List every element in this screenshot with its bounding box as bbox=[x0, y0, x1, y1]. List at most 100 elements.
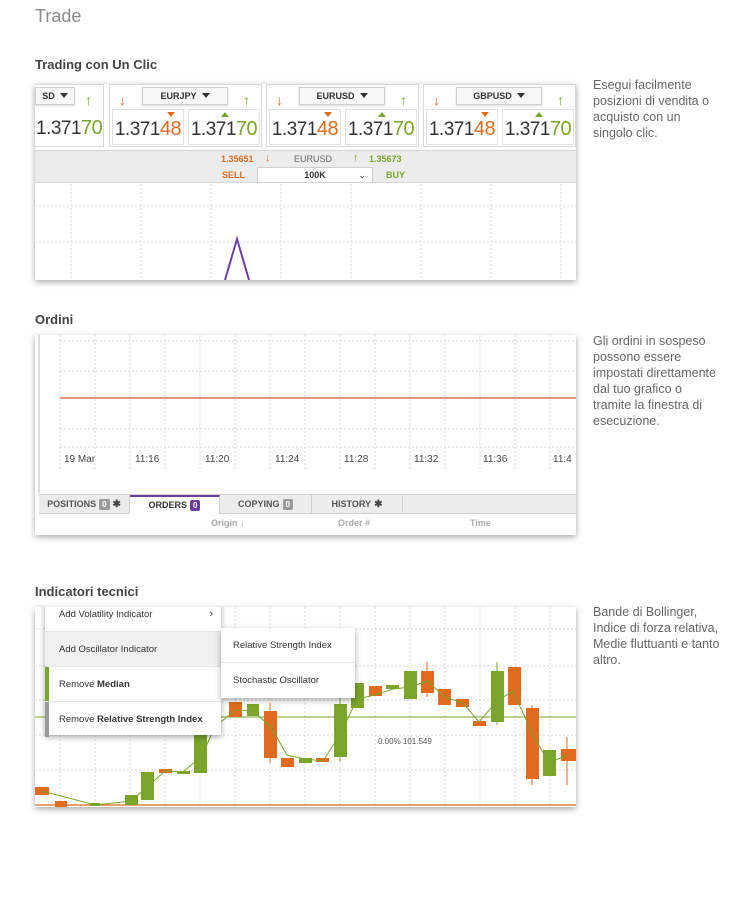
buy-arrow-icon: ↑ bbox=[353, 152, 359, 164]
buy-quote-button[interactable]: 1.37170 bbox=[345, 109, 417, 145]
sell-arrow-icon: ↓ bbox=[276, 92, 283, 108]
buy-price: 1.35673 bbox=[369, 154, 402, 164]
buy-quote-button[interactable]: 1.37170 bbox=[188, 109, 260, 145]
sell-arrow-icon: ↓ bbox=[119, 92, 126, 108]
candle bbox=[281, 758, 294, 767]
ticket-partial[interactable]: SD ↑ 1.37170 bbox=[35, 84, 104, 147]
ticket-eurusd[interactable]: ↓ EURUSD ↑ 1.37148 1.37170 bbox=[266, 84, 419, 147]
tab-copying[interactable]: COPYING 0 bbox=[220, 495, 312, 514]
candle bbox=[229, 702, 242, 717]
price-line bbox=[224, 235, 250, 280]
gear-icon[interactable]: ✱ bbox=[112, 499, 121, 510]
sell-marker-icon bbox=[324, 112, 332, 117]
orders-chart: 19 Mar 11:16 11:20 11:24 11:28 11:32 11:… bbox=[38, 335, 576, 493]
candle bbox=[473, 721, 486, 726]
sell-button[interactable]: SELL bbox=[222, 170, 246, 180]
sell-price: 1.35651 bbox=[221, 154, 254, 164]
page-title: Trade bbox=[35, 6, 82, 26]
one-click-trading-panel: SD ↑ 1.37170 ↓ EURJPY ↑ 1.37148 1.37170 … bbox=[35, 84, 576, 280]
buy-quote-button[interactable]: 1.37170 bbox=[36, 109, 103, 145]
trading-description: Esegui facilmente posizioni di vendita o… bbox=[593, 78, 710, 140]
tab-history[interactable]: HISTORY ✱ bbox=[312, 495, 403, 514]
buy-marker-icon bbox=[378, 112, 386, 117]
candle bbox=[369, 686, 382, 696]
orders-section-title: Ordini bbox=[35, 312, 74, 327]
menu-item-remove-median[interactable]: Remove Median bbox=[45, 667, 221, 702]
trading-section-title: Trading con Un Clic bbox=[35, 57, 158, 72]
submenu-item-rsi[interactable]: Relative Strength Index bbox=[221, 628, 355, 663]
chart-grid bbox=[59, 335, 576, 470]
menu-item-remove-rsi[interactable]: Remove Relative Strength Index bbox=[45, 702, 221, 737]
sell-marker-icon bbox=[167, 112, 175, 117]
indicator-color-swatch bbox=[45, 667, 49, 701]
deal-ticket-bar: 1.35651 ↓ EURUSD ↑ 1.35673 SELL 100K ⌄ BU… bbox=[35, 150, 576, 183]
indicator-context-menu: Add Volatility Indicator › Add Oscillator… bbox=[45, 607, 221, 737]
candle bbox=[55, 801, 67, 807]
buy-arrow-icon: ↑ bbox=[400, 92, 407, 108]
menu-item-add-volatility[interactable]: Add Volatility Indicator › bbox=[45, 607, 221, 632]
pair-selector-gbpusd[interactable]: GBPUSD bbox=[456, 87, 542, 105]
buy-button[interactable]: BUY bbox=[386, 170, 406, 180]
trade-chart bbox=[35, 184, 576, 280]
candle bbox=[177, 771, 190, 774]
pair-selector-eurusd[interactable]: EURUSD bbox=[299, 87, 385, 105]
amount-select[interactable]: 100K ⌄ bbox=[257, 167, 373, 183]
buy-arrow-icon: ↑ bbox=[557, 92, 564, 108]
time-label: 11:20 bbox=[205, 454, 230, 465]
pair-selector-eurjpy[interactable]: EURJPY bbox=[142, 87, 228, 105]
trade-tabs: POSITIONS 0 ✱ ORDERS 0 COPYING 0 HISTORY ✱ bbox=[39, 494, 576, 514]
time-label: 11:36 bbox=[483, 454, 508, 465]
time-label: 11:32 bbox=[414, 454, 439, 465]
pair-selector[interactable]: SD bbox=[35, 87, 75, 105]
candle bbox=[299, 758, 312, 763]
column-header-origin[interactable]: Origin ↓ bbox=[211, 518, 245, 528]
tab-positions[interactable]: POSITIONS 0 ✱ bbox=[39, 495, 130, 514]
ticket-eurjpy[interactable]: ↓ EURJPY ↑ 1.37148 1.37170 bbox=[109, 84, 262, 147]
buy-arrow-icon: ↑ bbox=[243, 92, 250, 108]
time-label: 11:4 bbox=[553, 454, 572, 465]
chevron-down-icon bbox=[516, 93, 525, 98]
menu-item-add-oscillator[interactable]: Add Oscillator Indicator bbox=[45, 632, 221, 667]
sell-quote-button[interactable]: 1.37148 bbox=[112, 109, 184, 145]
deal-pair: EURUSD bbox=[294, 154, 333, 164]
buy-arrow-icon: ↑ bbox=[85, 92, 92, 108]
candle bbox=[386, 685, 399, 689]
chevron-right-icon: › bbox=[209, 608, 213, 620]
chart-grid bbox=[35, 184, 576, 280]
tab-orders[interactable]: ORDERS 0 bbox=[130, 495, 220, 514]
sell-quote-button[interactable]: 1.37148 bbox=[269, 109, 341, 145]
submenu-item-stochastic[interactable]: Stochastic Oscillator bbox=[233, 675, 320, 686]
chevron-down-icon bbox=[201, 93, 210, 98]
candle bbox=[404, 671, 417, 699]
orders-description: Gli ordini in sospeso possono essere imp… bbox=[593, 334, 716, 428]
column-header-time[interactable]: Time bbox=[470, 518, 491, 528]
chevron-down-icon bbox=[59, 93, 68, 98]
gear-icon[interactable]: ✱ bbox=[374, 499, 383, 510]
indicators-section-title: Indicatori tecnici bbox=[35, 584, 139, 599]
candle bbox=[264, 711, 277, 758]
indicators-description: Bande di Bollinger, Indice di forza rela… bbox=[593, 605, 720, 667]
candle bbox=[316, 758, 329, 762]
indicator-readout: 0.00% 101.549 bbox=[378, 737, 432, 746]
sell-marker-icon bbox=[481, 112, 489, 117]
indicator-color-swatch bbox=[45, 702, 49, 737]
candle bbox=[491, 671, 504, 722]
time-label: 19 Mar bbox=[64, 454, 96, 465]
chevron-down-icon: ⌄ bbox=[358, 170, 366, 180]
candle bbox=[334, 704, 347, 757]
candle bbox=[194, 735, 207, 773]
sell-arrow-icon: ↓ bbox=[265, 152, 271, 164]
ticket-gbpusd[interactable]: ↓ GBPUSD ↑ 1.37148 1.37170 bbox=[423, 84, 576, 147]
column-header-order[interactable]: Order # bbox=[338, 518, 371, 528]
buy-marker-icon bbox=[535, 112, 543, 117]
oscillator-submenu: Relative Strength Index Stochastic Oscil… bbox=[221, 628, 355, 698]
buy-quote-button[interactable]: 1.37170 bbox=[502, 109, 574, 145]
candle bbox=[526, 708, 539, 779]
time-label: 11:24 bbox=[275, 454, 300, 465]
time-label: 11:16 bbox=[135, 454, 160, 465]
moving-average-line bbox=[41, 680, 568, 806]
sell-quote-button[interactable]: 1.37148 bbox=[426, 109, 498, 145]
sell-arrow-icon: ↓ bbox=[433, 92, 440, 108]
orders-panel: 19 Mar 11:16 11:20 11:24 11:28 11:32 11:… bbox=[35, 335, 576, 535]
candle bbox=[561, 749, 576, 761]
